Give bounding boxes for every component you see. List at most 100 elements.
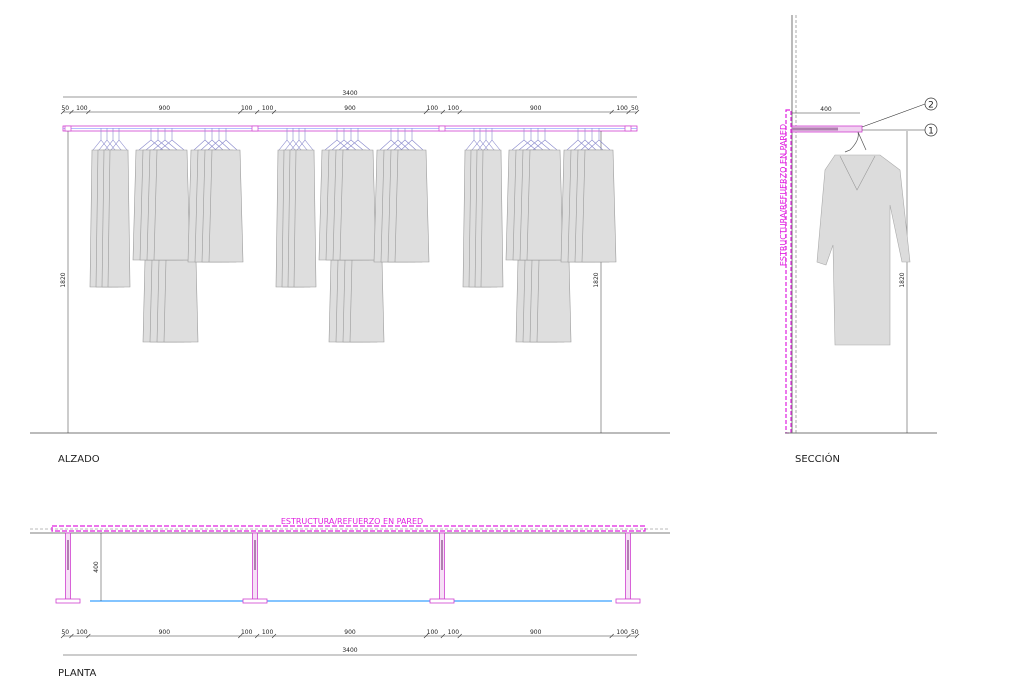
hanger [511, 128, 537, 151]
garment [153, 149, 191, 261]
hanger [193, 128, 217, 151]
hanger [379, 128, 403, 151]
hanger [345, 128, 371, 151]
dim-tick [457, 109, 462, 115]
dim-tick [60, 109, 66, 115]
hanger [278, 128, 296, 151]
hanger [104, 128, 122, 151]
view-label: PLANTA [58, 668, 96, 679]
reinforcement [51, 525, 646, 532]
dim-tick [238, 109, 243, 115]
dim-text: 100 [616, 629, 628, 636]
dim-tick [440, 109, 446, 115]
dim-tick [254, 633, 260, 639]
hanger [587, 128, 611, 151]
bracket-fill [441, 540, 443, 570]
dim-text: 100 [262, 629, 274, 636]
hanger [580, 128, 604, 151]
hanger [844, 131, 867, 153]
dim-tick [609, 633, 614, 639]
dim-text: 100 [448, 629, 460, 636]
hanger [477, 128, 495, 151]
dim-text: 50 [631, 105, 639, 112]
dim-text: 50 [61, 629, 69, 636]
dim-text: 100 [427, 105, 439, 112]
hanger [145, 128, 171, 151]
dim-height: 1820 [593, 272, 600, 287]
dim-height: 1820 [899, 272, 906, 287]
wall-note: ESTRUCTURA/REFUERZO EN PARED [281, 517, 423, 526]
dim-chain: 50 100 900 100 100 900 100 100 900 100 50 [60, 629, 640, 639]
garment [163, 259, 199, 343]
base-plate [55, 598, 81, 604]
base-plate [429, 598, 455, 604]
bracket-fill [67, 540, 69, 570]
hanger [284, 128, 302, 151]
dim-text: 900 [530, 629, 542, 636]
hanger [98, 128, 116, 151]
hanger [573, 128, 597, 151]
base-plate [242, 598, 268, 604]
garment [349, 259, 385, 343]
dim-chain: 50 100 900 100 100 900 100 100 900 100 50 [60, 105, 640, 115]
dim-text: 100 [427, 629, 439, 636]
garment [536, 259, 572, 343]
dim-text: 900 [159, 105, 171, 112]
hanger [92, 128, 110, 151]
dim-overall: 3400 [342, 90, 357, 97]
base-plate [615, 598, 641, 604]
dim-tick [69, 633, 74, 639]
hanger [338, 128, 364, 151]
view-label: SECCIÓN [795, 452, 840, 465]
dim-tick [271, 109, 277, 115]
dim-height: 1820 [60, 272, 67, 287]
dim-text: 900 [530, 105, 542, 112]
dim-tick [634, 633, 640, 639]
callout-text: 1 [928, 127, 934, 137]
dim-text: 50 [61, 105, 69, 112]
dim-tick [60, 633, 66, 639]
dim-text: 100 [76, 629, 88, 636]
bracket-fill [627, 540, 629, 570]
hanger [296, 128, 314, 151]
hanger [566, 128, 590, 151]
garment [107, 149, 131, 288]
hanger [159, 128, 185, 151]
hanger [214, 128, 238, 151]
hanger [386, 128, 410, 151]
bracket [438, 125, 446, 132]
dim-tick [457, 633, 462, 639]
hanger [400, 128, 424, 151]
dim-tick [86, 109, 91, 115]
view-label: ALZADO [58, 454, 100, 465]
dim-tick [271, 633, 277, 639]
dim-tick [626, 109, 631, 115]
dim-tick [69, 109, 74, 115]
hanger [465, 128, 483, 151]
dim-tick [423, 633, 429, 639]
hanger [532, 128, 558, 151]
dim-depth: 400 [820, 106, 832, 113]
dim-text: 100 [448, 105, 460, 112]
bracket [251, 125, 259, 132]
hanger [525, 128, 551, 151]
hanger [331, 128, 357, 151]
dim-text: 100 [76, 105, 88, 112]
dim-text: 100 [616, 105, 628, 112]
dim-tick [634, 109, 640, 115]
bracket [64, 125, 72, 132]
hanger [393, 128, 417, 151]
wall-note: ESTRUCTURA/REFUERZO EN PARED [779, 124, 788, 266]
garment [394, 149, 430, 263]
dim-text: 900 [344, 629, 356, 636]
garment [339, 149, 377, 261]
dim-tick [423, 109, 429, 115]
hanger [152, 128, 178, 151]
bracket [624, 125, 632, 132]
dim-tick [254, 109, 260, 115]
leader [861, 103, 926, 128]
bracket-fill [254, 540, 256, 570]
dim-text: 50 [631, 629, 639, 636]
hanger [471, 128, 489, 151]
